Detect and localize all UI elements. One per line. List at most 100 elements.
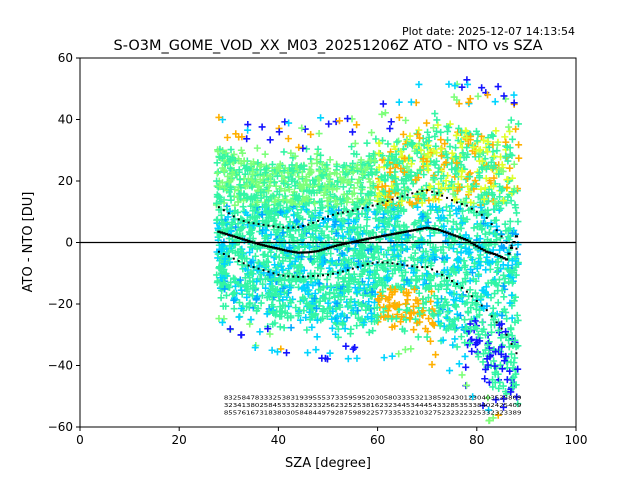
mean-curve-marker	[289, 250, 293, 253]
scatter-point	[298, 124, 306, 132]
upper-std-curve-marker	[465, 204, 468, 207]
mean-curve-marker	[232, 235, 236, 238]
scatter-point	[453, 310, 461, 318]
scatter-point	[237, 331, 245, 339]
scatter-point	[478, 84, 486, 92]
lower-std-curve-marker	[391, 262, 394, 265]
scatter-point	[307, 310, 315, 318]
scatter-point	[495, 384, 503, 392]
scatter-point	[484, 341, 492, 349]
scatter-point	[276, 303, 284, 311]
scatter-point	[286, 297, 294, 305]
lower-std-curve-marker	[465, 290, 468, 293]
scatter-point	[400, 180, 408, 188]
lower-std-curve-marker	[227, 255, 230, 258]
upper-std-curve-marker	[510, 244, 513, 247]
mean-curve-marker	[373, 236, 377, 239]
scatter-point	[442, 177, 450, 185]
scatter-point	[266, 172, 274, 180]
scatter-point	[414, 195, 422, 203]
scatter-point	[451, 301, 459, 309]
scatter-point	[386, 168, 394, 176]
scatter-point	[414, 333, 422, 341]
scatter-point	[482, 283, 490, 291]
scatter-point	[213, 271, 221, 279]
scatter-point	[299, 283, 307, 291]
scatter-point	[262, 284, 270, 292]
scatter-point	[452, 170, 460, 178]
scatter-point	[246, 320, 254, 328]
scatter-point	[381, 182, 389, 190]
scatter-point	[415, 244, 423, 252]
scatter-point	[460, 257, 468, 265]
lower-std-curve-marker	[282, 274, 285, 277]
scatter-point	[302, 177, 310, 185]
scatter-point	[457, 249, 465, 257]
scatter-point	[251, 252, 259, 260]
scatter-point	[482, 331, 490, 339]
mean-curve-marker	[237, 236, 241, 239]
lower-std-curve-marker	[451, 279, 453, 282]
upper-std-curve-marker	[217, 206, 220, 209]
scatter-point	[438, 272, 446, 280]
scatter-point	[320, 216, 328, 224]
scatter-point	[461, 300, 469, 308]
scatter-point	[477, 185, 485, 193]
lower-std-curve-marker	[351, 267, 354, 270]
mean-curve-marker	[341, 243, 345, 246]
lower-std-curve-marker	[480, 304, 483, 307]
scatter-point	[217, 198, 225, 206]
scatter-point	[453, 159, 461, 167]
scatter-point	[264, 325, 272, 333]
scatter-point	[354, 179, 362, 187]
scatter-point	[397, 148, 405, 156]
scatter-point	[349, 128, 357, 136]
scatter-point	[213, 159, 221, 167]
scatter-point	[314, 174, 322, 182]
scatter-point	[345, 230, 353, 238]
upper-std-curve-marker	[247, 221, 250, 224]
scatter-point	[510, 160, 518, 168]
scatter-point	[247, 258, 255, 266]
scatter-point	[482, 346, 490, 354]
scatter-point	[372, 214, 380, 222]
scatter-point	[215, 233, 223, 241]
scatter-point	[275, 292, 283, 300]
upper-std-curve-marker	[371, 204, 374, 207]
scatter-point	[476, 306, 484, 314]
scatter-point	[331, 293, 339, 301]
scatter-point	[440, 301, 448, 309]
lower-std-curve-marker	[366, 263, 369, 266]
scatter-point	[401, 154, 409, 162]
scatter-point	[392, 282, 400, 290]
scatter-point	[216, 183, 224, 191]
scatter-point	[375, 149, 383, 157]
upper-std-curve-marker	[495, 229, 498, 232]
scatter-point	[343, 179, 351, 187]
scatter-point	[278, 281, 286, 289]
scatter-point	[359, 291, 367, 299]
scatter-point	[326, 156, 334, 164]
scatter-point	[359, 170, 367, 178]
mean-curve-marker	[328, 246, 333, 249]
y-tick-label: −40	[48, 359, 73, 373]
scatter-point	[466, 339, 474, 347]
scatter-point	[398, 313, 406, 321]
lower-std-curve-marker	[500, 327, 503, 330]
upper-std-curve-marker	[351, 209, 354, 212]
scatter-point	[514, 120, 522, 128]
scatter-point	[510, 359, 518, 367]
scatter-point	[425, 137, 433, 145]
sample-count-row-2: 3234138025845333283233256232525381623234…	[224, 403, 522, 409]
y-tick-label: 0	[65, 236, 73, 250]
scatter-point	[244, 175, 252, 183]
scatter-point	[395, 98, 403, 106]
scatter-point	[500, 271, 508, 279]
scatter-point	[466, 277, 474, 285]
scatter-point	[263, 294, 271, 302]
scatter-point	[367, 156, 375, 164]
scatter-point	[457, 333, 465, 341]
scatter-point	[506, 127, 514, 135]
scatter-point	[314, 264, 322, 272]
scatter-point	[319, 314, 327, 322]
